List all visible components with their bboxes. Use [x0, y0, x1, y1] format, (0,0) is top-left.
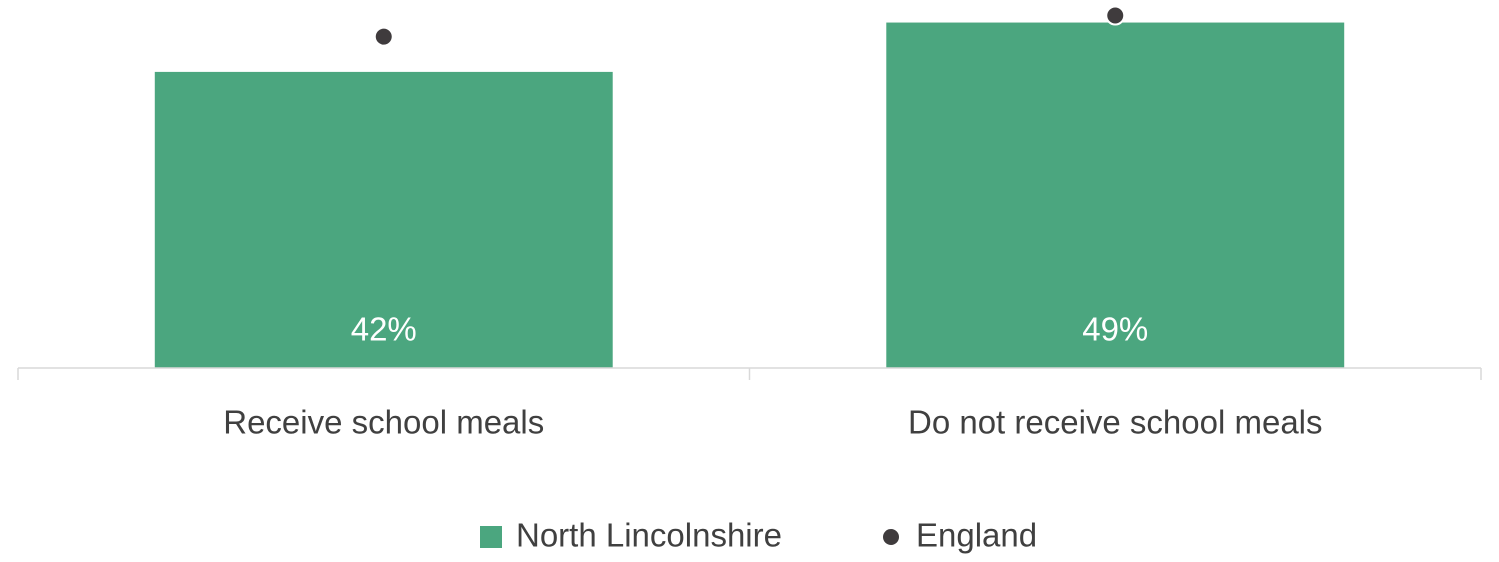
legend-label: North Lincolnshire	[516, 517, 782, 554]
legend-swatch	[480, 526, 502, 548]
england-dot	[1105, 5, 1126, 26]
bar	[154, 71, 613, 369]
legend-swatch	[883, 529, 899, 545]
legend-label: England	[916, 517, 1037, 554]
england-dot	[373, 26, 394, 47]
value-label: 49%	[1082, 311, 1148, 348]
x-tick-label: Receive school meals	[223, 404, 544, 441]
bar	[886, 22, 1345, 369]
x-tick-label: Do not receive school meals	[908, 404, 1323, 441]
value-label: 42%	[351, 311, 417, 348]
